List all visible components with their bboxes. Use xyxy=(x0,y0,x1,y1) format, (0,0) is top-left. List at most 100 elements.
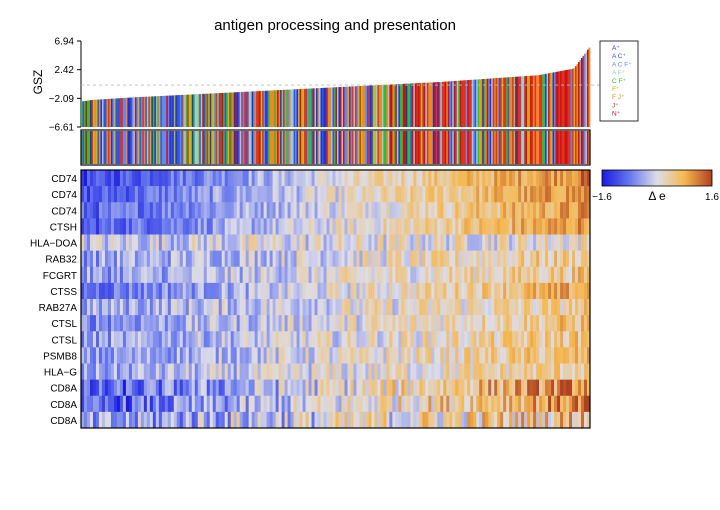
heatmap-cell xyxy=(107,363,112,380)
heatmap-cell xyxy=(191,282,196,300)
heatmap-cell xyxy=(155,315,160,332)
heatmap-cell xyxy=(548,299,552,316)
heatmap-cell xyxy=(197,250,202,268)
heatmap-cell xyxy=(257,282,261,300)
heatmap-cell xyxy=(524,395,528,413)
heatmap-cell xyxy=(422,282,426,300)
heatmap-cell xyxy=(209,395,214,413)
heatmap-cell xyxy=(533,282,537,300)
heatmap-cell xyxy=(203,395,208,413)
heatmap-cell xyxy=(341,282,345,300)
heatmap-cell xyxy=(320,411,324,429)
heatmap-cell xyxy=(485,282,489,300)
strip-cell xyxy=(585,131,588,164)
heatmap-cell xyxy=(338,170,342,187)
heatmap-cell xyxy=(425,170,429,187)
heatmap-cell xyxy=(578,331,582,348)
heatmap-cell xyxy=(236,411,240,429)
heatmap-cell xyxy=(473,234,477,251)
heatmap-cell xyxy=(392,411,396,429)
row-label: CD74 xyxy=(51,190,77,201)
heatmap-cell xyxy=(449,411,453,429)
heatmap-cell xyxy=(365,202,369,219)
heatmap-cell xyxy=(260,250,264,268)
heatmap-cell xyxy=(140,347,145,364)
heatmap-cell xyxy=(242,347,246,364)
heatmap-cell xyxy=(347,411,351,429)
heatmap-cell xyxy=(461,411,465,429)
heatmap-cell xyxy=(344,411,348,429)
heatmap-cell xyxy=(209,170,214,187)
strip-cell xyxy=(325,131,327,164)
heatmap-cell xyxy=(320,315,324,332)
heatmap-cell xyxy=(539,411,543,429)
heatmap-cell xyxy=(533,331,537,348)
gsz-bar xyxy=(175,95,178,127)
heatmap-cell xyxy=(173,218,178,235)
heatmap-cell xyxy=(560,218,564,235)
heatmap-cell xyxy=(146,234,151,251)
heatmap-cell xyxy=(389,202,393,219)
heatmap-cell xyxy=(500,234,504,251)
heatmap-cell xyxy=(92,266,97,284)
gsz-bar xyxy=(160,95,163,127)
heatmap-cell xyxy=(167,186,172,203)
heatmap-cell xyxy=(224,395,229,413)
heatmap-cell xyxy=(539,347,543,364)
gsz-bar xyxy=(335,87,338,127)
strip-cell xyxy=(467,131,470,164)
gsz-bar xyxy=(477,79,480,127)
heatmap-cell xyxy=(458,186,462,203)
heatmap-cell xyxy=(134,218,139,235)
heatmap-cell xyxy=(425,218,429,235)
gsz-bar xyxy=(250,91,253,127)
heatmap-cell xyxy=(509,363,513,380)
gsz-bar xyxy=(504,77,507,127)
heatmap-cell xyxy=(488,282,492,300)
heatmap-cell xyxy=(494,202,498,219)
heatmap-cell xyxy=(104,218,109,235)
heatmap-cell xyxy=(545,266,549,284)
gsz-bar xyxy=(410,83,413,127)
gsz-bar xyxy=(399,84,402,127)
strip-cell xyxy=(89,131,92,164)
heatmap-cell xyxy=(563,347,567,364)
gsz-bar xyxy=(130,97,133,127)
strip-cell xyxy=(500,131,503,164)
heatmap-cell xyxy=(230,347,234,364)
heatmap-cell xyxy=(560,266,564,284)
heatmap-cell xyxy=(398,234,402,251)
gsz-bar xyxy=(447,81,450,127)
gsz-bar xyxy=(239,92,242,127)
heatmap-cell xyxy=(521,202,525,219)
heatmap-cell xyxy=(143,186,148,203)
heatmap-cell xyxy=(233,234,237,251)
heatmap-cell xyxy=(554,202,558,219)
strip-cell xyxy=(530,131,532,164)
heatmap-cell xyxy=(98,379,103,397)
heatmap-cell xyxy=(395,250,399,268)
heatmap-cell xyxy=(527,315,531,332)
row-label: FCGRT xyxy=(43,271,77,282)
heatmap-cell xyxy=(212,282,217,300)
gsz-bar xyxy=(582,55,585,128)
heatmap-cell xyxy=(548,315,552,332)
heatmap-cell xyxy=(392,299,396,316)
heatmap-cell xyxy=(242,299,246,316)
heatmap-cell xyxy=(449,331,453,348)
heatmap-cell xyxy=(548,266,552,284)
heatmap-cell xyxy=(122,315,127,332)
heatmap-cell xyxy=(356,347,360,364)
heatmap-cell xyxy=(380,170,384,187)
heatmap-cell xyxy=(560,299,564,316)
heatmap-cell xyxy=(260,299,264,316)
strip-cell xyxy=(404,131,407,164)
heatmap-cell xyxy=(341,170,345,187)
heatmap-cell xyxy=(395,218,399,235)
heatmap-cell xyxy=(98,170,103,187)
heatmap-cell xyxy=(419,363,423,380)
heatmap-cell xyxy=(128,363,133,380)
heatmap-cell xyxy=(149,379,154,397)
heatmap-cell xyxy=(236,186,240,203)
heatmap-cell xyxy=(398,347,402,364)
